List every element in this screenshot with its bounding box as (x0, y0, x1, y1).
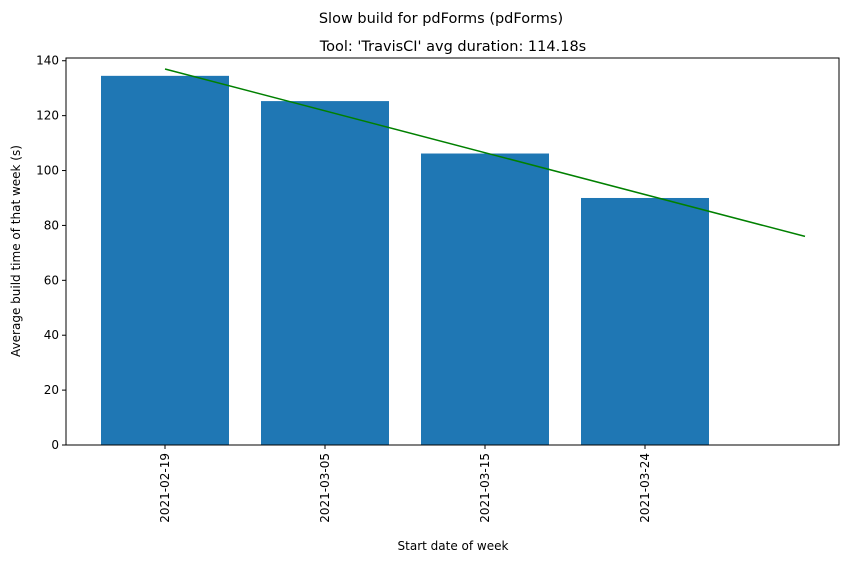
y-tick-label: 20 (44, 383, 59, 397)
y-tick-label: 0 (51, 438, 59, 452)
x-axis-label: Start date of week (398, 539, 509, 553)
bar-2021-03-24 (581, 197, 709, 445)
plot-frame (65, 57, 840, 446)
bar-2021-03-05 (261, 101, 389, 445)
chart-suptitle: Slow build for pdForms (pdForms) (319, 11, 563, 27)
y-tick-label: 100 (36, 164, 59, 178)
y-axis-label: Average build time of that week (s) (9, 145, 23, 357)
y-tick-label: 80 (44, 218, 59, 232)
x-tick-label: 2021-03-05 (318, 453, 332, 523)
trend-line (164, 68, 806, 238)
x-tick-label: 2021-03-24 (638, 453, 652, 523)
y-tick-label: 40 (44, 328, 59, 342)
y-tick-label: 60 (44, 273, 59, 287)
y-tick-label: 120 (36, 109, 59, 123)
bar-2021-03-15 (421, 153, 549, 445)
x-axis: 2021-02-19 2021-03-05 2021-03-15 2021-03-24 (158, 445, 652, 523)
x-tick-label: 2021-02-19 (158, 453, 172, 523)
y-tick-label: 140 (36, 54, 59, 68)
bar-2021-02-19 (101, 75, 229, 445)
chart-title: Tool: 'TravisCI' avg duration: 114.18s (319, 39, 586, 55)
x-tick-label: 2021-03-15 (478, 453, 492, 523)
bar-group (101, 75, 709, 445)
y-axis: 0 20 40 60 80 100 120 140 (36, 54, 66, 452)
